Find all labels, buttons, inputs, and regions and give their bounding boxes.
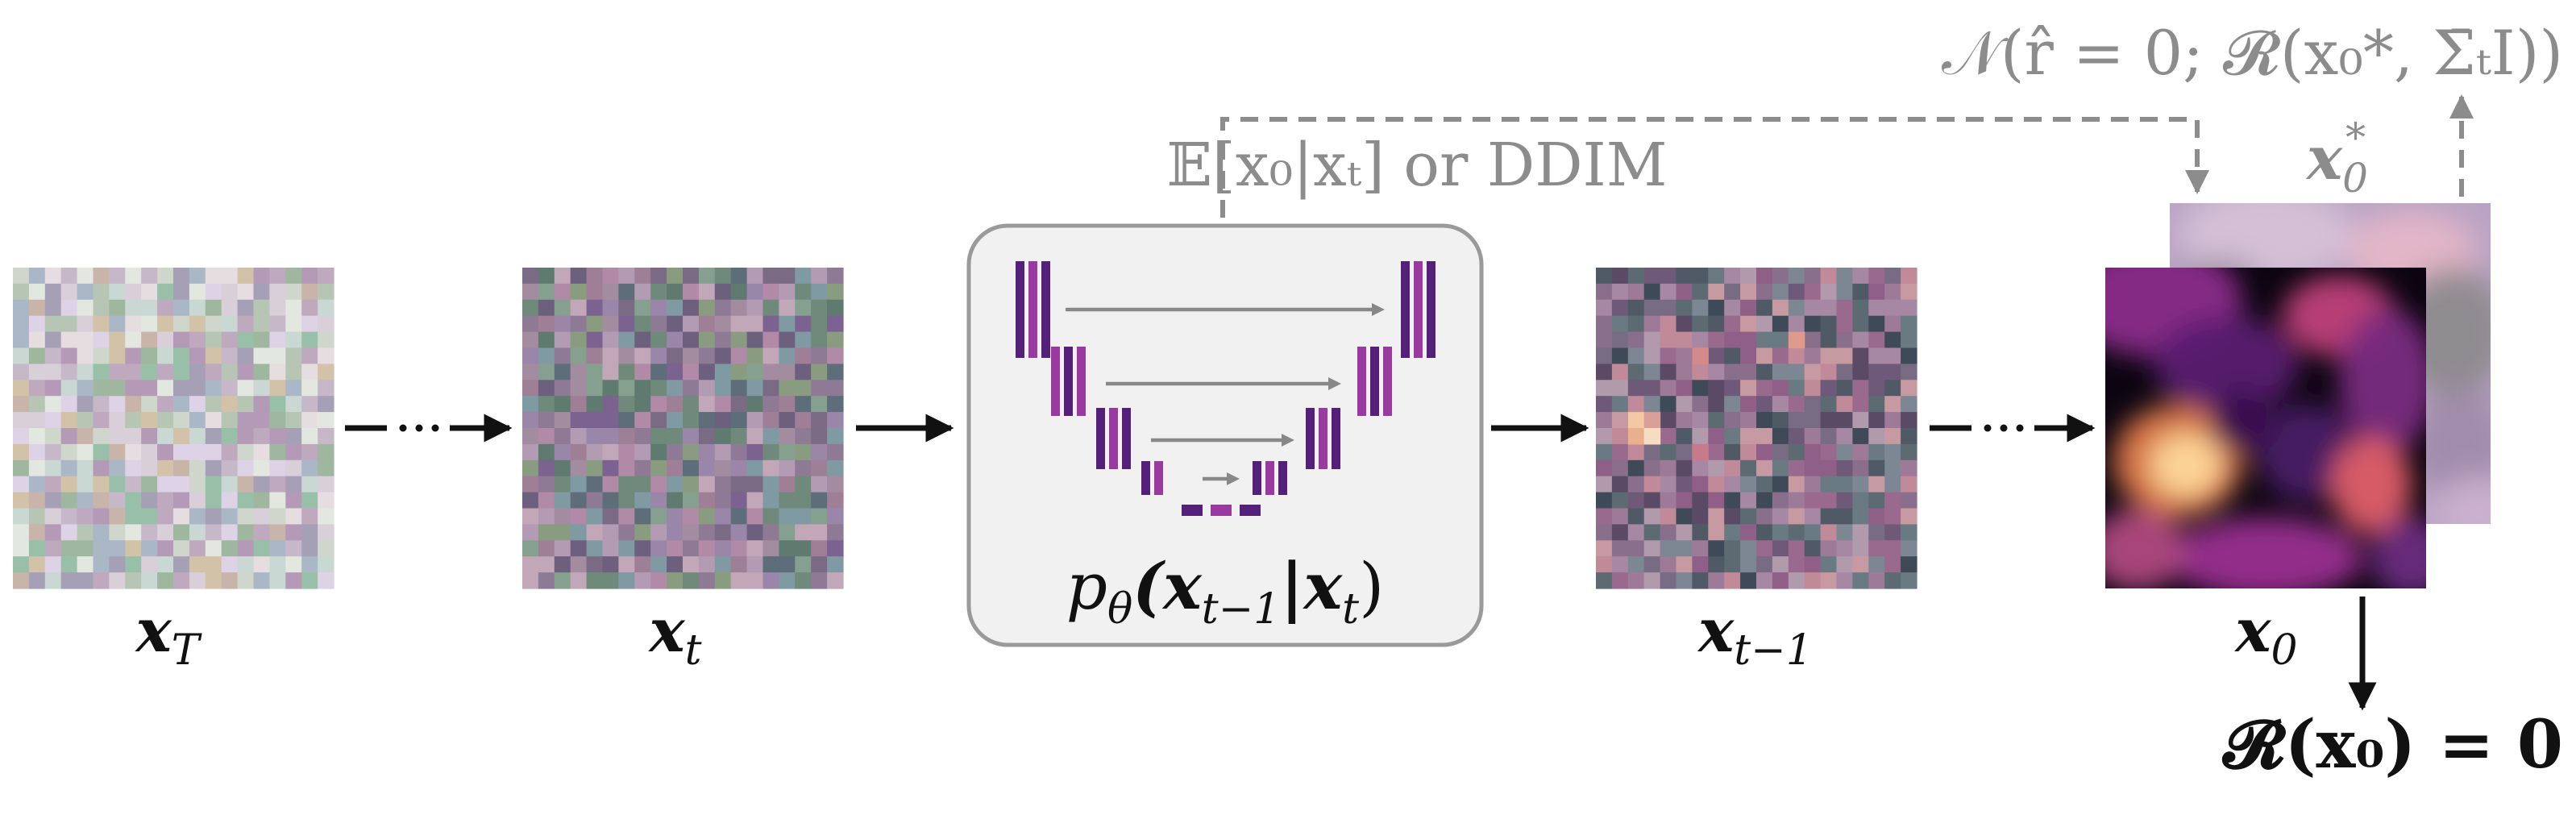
likelihood-label: 𝒩(r̂ = 0; 𝓡(x₀*, Σ̄ₜI))	[1942, 17, 2563, 89]
noise-image-x-t-minus-1	[1596, 268, 1917, 589]
label-x-t: xt	[647, 597, 701, 675]
noise-image-x-T	[13, 268, 334, 589]
constraint-label: 𝓡(x₀) = 0	[2221, 706, 2563, 784]
label-x-0: x0	[2233, 597, 2297, 675]
denoising-network: pθ(xt−1|xt)	[966, 223, 1484, 647]
label-x-t-minus-1: xt−1	[1697, 597, 1813, 675]
network-label: pθ(xt−1|xt)	[1066, 548, 1385, 634]
network-box	[966, 223, 1484, 647]
unet-icon	[1016, 261, 1435, 516]
image-x0-heatmap	[2105, 268, 2426, 588]
estimate-label: 𝔼[x₀|xₜ] or DDIM	[1166, 131, 1667, 200]
label-x-T: xT	[135, 597, 202, 675]
flow-arrows	[345, 414, 2377, 711]
label-x0-star: x0*	[2305, 114, 2368, 202]
noise-image-x-t	[522, 268, 844, 589]
dashed-estimate-path	[1220, 94, 2474, 218]
